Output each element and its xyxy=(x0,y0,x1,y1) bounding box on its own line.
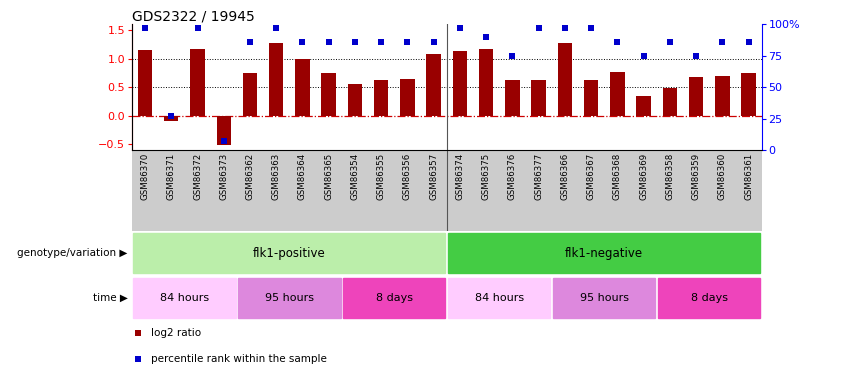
Bar xyxy=(400,79,414,116)
FancyBboxPatch shape xyxy=(134,233,445,273)
Text: GDS2322 / 19945: GDS2322 / 19945 xyxy=(132,9,254,23)
Text: GSM86370: GSM86370 xyxy=(140,153,150,201)
Point xyxy=(585,25,598,31)
Point xyxy=(348,39,362,45)
Text: GSM86359: GSM86359 xyxy=(692,153,700,200)
Bar xyxy=(715,76,729,116)
Text: GSM86365: GSM86365 xyxy=(324,153,334,201)
Bar xyxy=(557,43,572,116)
Point xyxy=(663,39,677,45)
Text: GSM86369: GSM86369 xyxy=(639,153,648,200)
Point xyxy=(689,53,703,59)
Text: GSM86364: GSM86364 xyxy=(298,153,307,201)
Text: GSM86373: GSM86373 xyxy=(220,153,228,201)
Text: GSM86354: GSM86354 xyxy=(351,153,359,201)
Bar xyxy=(269,43,283,116)
FancyBboxPatch shape xyxy=(658,278,760,318)
Text: GSM86356: GSM86356 xyxy=(403,153,412,201)
FancyBboxPatch shape xyxy=(134,278,236,318)
Point xyxy=(138,25,151,31)
Bar xyxy=(584,80,598,116)
Bar xyxy=(637,96,651,116)
Text: GSM86367: GSM86367 xyxy=(586,153,596,201)
Point xyxy=(479,34,493,40)
Bar xyxy=(610,72,625,116)
Text: 95 hours: 95 hours xyxy=(580,293,629,303)
Bar xyxy=(663,88,677,116)
Bar xyxy=(322,73,336,116)
Point xyxy=(131,330,145,336)
Text: genotype/variation ▶: genotype/variation ▶ xyxy=(17,248,128,258)
Point xyxy=(131,356,145,362)
Text: GSM86358: GSM86358 xyxy=(665,153,674,201)
Text: GSM86357: GSM86357 xyxy=(429,153,438,201)
Bar xyxy=(426,54,441,116)
Point xyxy=(610,39,624,45)
Bar xyxy=(531,80,545,116)
Point xyxy=(637,53,650,59)
Text: GSM86360: GSM86360 xyxy=(717,153,727,201)
Point xyxy=(374,39,388,45)
Text: 8 days: 8 days xyxy=(376,293,413,303)
Bar xyxy=(164,116,179,122)
Text: GSM86366: GSM86366 xyxy=(560,153,569,201)
Bar xyxy=(479,49,494,116)
FancyBboxPatch shape xyxy=(343,278,445,318)
Point xyxy=(322,39,335,45)
Bar xyxy=(741,74,756,116)
Text: GSM86355: GSM86355 xyxy=(377,153,386,201)
Text: GSM86361: GSM86361 xyxy=(744,153,753,201)
Bar xyxy=(374,80,388,116)
Bar xyxy=(348,84,363,116)
Text: percentile rank within the sample: percentile rank within the sample xyxy=(151,354,327,364)
Bar xyxy=(688,77,703,116)
Text: GSM86362: GSM86362 xyxy=(245,153,254,201)
Point xyxy=(295,39,309,45)
Bar xyxy=(453,51,467,116)
Point xyxy=(217,138,231,144)
Text: log2 ratio: log2 ratio xyxy=(151,328,201,338)
Text: 84 hours: 84 hours xyxy=(160,293,209,303)
Bar xyxy=(138,50,152,116)
Bar xyxy=(216,116,231,146)
Text: 84 hours: 84 hours xyxy=(475,293,524,303)
Bar xyxy=(505,80,520,116)
Text: flk1-negative: flk1-negative xyxy=(565,247,643,259)
FancyBboxPatch shape xyxy=(448,233,760,273)
Text: GSM86363: GSM86363 xyxy=(271,153,281,201)
Text: GSM86374: GSM86374 xyxy=(455,153,465,201)
Point xyxy=(505,53,519,59)
Point xyxy=(401,39,414,45)
Point xyxy=(191,25,204,31)
Text: GSM86372: GSM86372 xyxy=(193,153,202,201)
FancyBboxPatch shape xyxy=(448,278,551,318)
FancyBboxPatch shape xyxy=(553,278,655,318)
Text: GSM86371: GSM86371 xyxy=(167,153,176,201)
Point xyxy=(532,25,545,31)
Text: GSM86377: GSM86377 xyxy=(534,153,543,201)
FancyBboxPatch shape xyxy=(238,278,340,318)
Bar xyxy=(191,49,205,116)
Text: time ▶: time ▶ xyxy=(93,293,128,303)
Text: GSM86368: GSM86368 xyxy=(613,153,622,201)
Text: GSM86375: GSM86375 xyxy=(482,153,491,201)
Point xyxy=(558,25,572,31)
Text: flk1-positive: flk1-positive xyxy=(253,247,326,259)
Text: GSM86376: GSM86376 xyxy=(508,153,517,201)
Point xyxy=(427,39,441,45)
Point xyxy=(164,113,178,119)
Bar xyxy=(243,73,257,116)
Point xyxy=(742,39,756,45)
Point xyxy=(453,25,466,31)
Point xyxy=(243,39,257,45)
Bar xyxy=(295,59,310,116)
Text: 95 hours: 95 hours xyxy=(265,293,314,303)
Point xyxy=(716,39,729,45)
Text: 8 days: 8 days xyxy=(691,293,728,303)
Point xyxy=(270,25,283,31)
